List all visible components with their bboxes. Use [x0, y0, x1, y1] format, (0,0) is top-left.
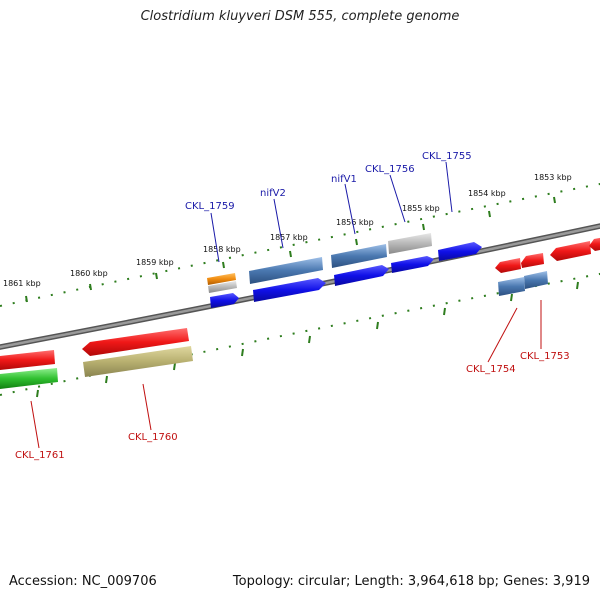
gene-label-nifv1[interactable]: nifV1 [331, 174, 357, 185]
tick-label: 1858 kbp [203, 245, 241, 254]
cds-red-right-2[interactable] [589, 237, 600, 251]
gene-label-ckl-1760[interactable]: CKL_1760 [128, 432, 178, 443]
feature-nifv1[interactable] [331, 244, 387, 268]
feature-ckl-1760-olive[interactable] [83, 346, 193, 377]
tick-label: 1853 kbp [534, 173, 572, 182]
cds-red-right-1[interactable] [550, 241, 591, 261]
topology-text: Topology: circular; Length: 3,964,618 bp… [232, 574, 590, 589]
forward-features [207, 233, 482, 308]
tick-label: 1855 kbp [402, 204, 440, 213]
feature-ckl-1756[interactable] [388, 233, 432, 254]
cds-ckl-1759-arrow[interactable] [210, 293, 239, 308]
tick-label: 1860 kbp [70, 269, 108, 278]
outer-tick-labels: 1861 kbp 1860 kbp 1859 kbp 1858 kbp 1857… [3, 173, 572, 288]
gene-label-ckl-1759[interactable]: CKL_1759 [185, 201, 235, 212]
cds-nifv2-arrow[interactable] [253, 278, 326, 302]
feature-ckl-1754[interactable] [498, 277, 525, 296]
cds-ckl-1756-arrow[interactable] [391, 256, 434, 273]
gene-label-ckl-1755[interactable]: CKL_1755 [422, 151, 472, 162]
feature-nifv2[interactable] [249, 257, 323, 284]
tick-label: 1857 kbp [270, 233, 308, 242]
tick-label: 1854 kbp [468, 189, 506, 198]
reverse-features-right [495, 237, 600, 296]
gene-label-ckl-1753[interactable]: CKL_1753 [520, 351, 570, 362]
cds-ckl-1759-grey[interactable] [208, 281, 237, 293]
map-title: Clostridium kluyveri DSM 555, complete g… [140, 9, 460, 24]
cds-ckl-1753[interactable] [521, 253, 544, 268]
feature-ckl-1761-green[interactable] [0, 368, 58, 389]
outer-major-ticks [25, 196, 556, 303]
gene-label-ckl-1754[interactable]: CKL_1754 [466, 364, 516, 375]
reverse-features-left [0, 328, 193, 389]
gene-label-ckl-1756[interactable]: CKL_1756 [365, 164, 415, 175]
cds-ckl-1759[interactable] [207, 273, 236, 285]
gene-label-ckl-1761[interactable]: CKL_1761 [15, 450, 65, 461]
cds-nifv1-arrow[interactable] [334, 265, 389, 286]
cds-ckl-1755-arrow[interactable] [438, 242, 482, 261]
feature-ckl-1753[interactable] [524, 271, 548, 289]
cds-ckl-1760[interactable] [82, 328, 189, 356]
tick-label: 1856 kbp [336, 218, 374, 227]
inner-major-ticks [36, 281, 579, 398]
cds-ckl-1761[interactable] [0, 350, 55, 370]
accession-text: Accession: NC_009706 [9, 574, 157, 589]
gene-label-nifv2[interactable]: nifV2 [260, 188, 286, 199]
tick-label: 1861 kbp [3, 279, 41, 288]
tick-label: 1859 kbp [136, 258, 174, 267]
label-leaders [30, 161, 542, 449]
cds-ckl-1754[interactable] [495, 258, 521, 273]
